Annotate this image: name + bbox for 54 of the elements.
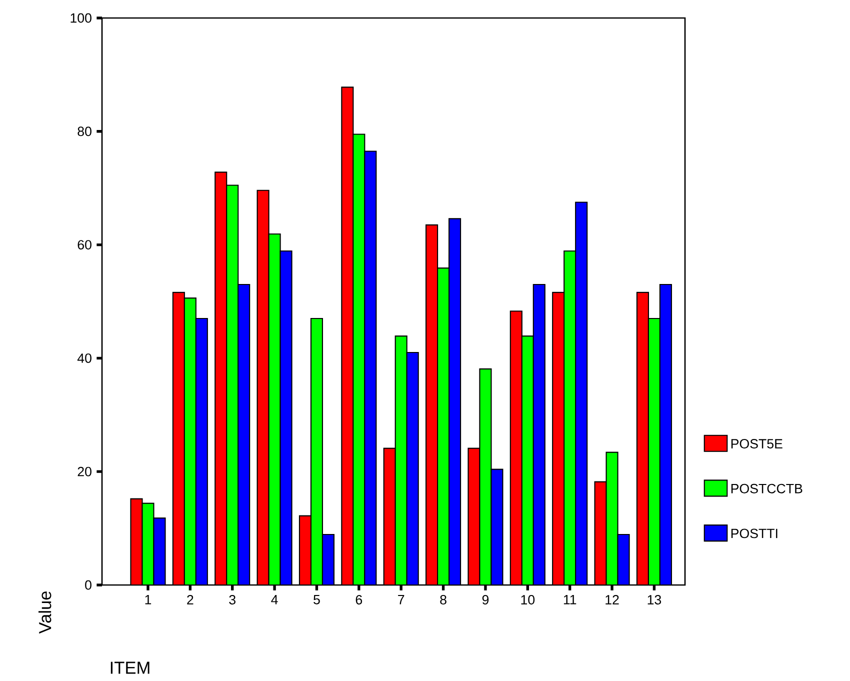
x-tick-label: 11 [564, 595, 576, 604]
y-tick-label: 60 [78, 240, 92, 250]
bar [172, 292, 185, 585]
x-tick-label: 3 [229, 595, 236, 604]
x-tick-label: 6 [356, 595, 362, 604]
bar [510, 310, 522, 585]
bar [341, 86, 354, 585]
bar [659, 284, 672, 585]
bar [310, 318, 324, 585]
bar [322, 534, 334, 585]
bar [352, 134, 366, 585]
bar [648, 318, 660, 585]
bar [448, 218, 462, 585]
bar [394, 336, 408, 585]
bar [268, 233, 281, 585]
bar [521, 336, 534, 585]
bar [437, 268, 450, 585]
y-tick-label: 0 [85, 580, 92, 590]
x-tick-label: 4 [271, 595, 278, 604]
bar [256, 190, 270, 585]
x-tick-label: 1 [145, 595, 152, 604]
bar [576, 202, 588, 585]
x-tick-label: 5 [314, 595, 320, 604]
x-tick-label: 8 [440, 595, 446, 604]
bar [426, 224, 438, 585]
bar [364, 150, 377, 585]
y-tick-label: 20 [78, 466, 92, 476]
legend-label: POSTCCTB [731, 484, 802, 494]
y-tick-label: 100 [70, 13, 92, 23]
x-axis-title: ITEM [110, 662, 150, 674]
x-tick-label: 9 [482, 595, 489, 604]
bar [383, 448, 396, 585]
legend-label: POST5E [731, 439, 782, 448]
y-axis-title: Value [38, 591, 52, 634]
y-tick-label: 80 [78, 126, 92, 136]
bar [552, 292, 564, 585]
x-tick-label: 7 [398, 595, 404, 604]
bar [564, 251, 576, 585]
bar [406, 352, 419, 585]
bar [226, 184, 239, 585]
legend-label: POSTTI [731, 528, 778, 538]
bar [238, 284, 250, 585]
bar [184, 298, 196, 585]
bar [636, 292, 649, 585]
x-tick-label: 2 [187, 595, 194, 604]
bar [532, 284, 546, 585]
bar [298, 515, 312, 585]
y-tick-label: 40 [77, 353, 92, 363]
bar [490, 468, 504, 585]
x-tick-label: 13 [648, 595, 662, 604]
bar [195, 318, 208, 585]
x-tick-label: 10 [521, 595, 535, 604]
x-tick-label: 12 [606, 595, 619, 604]
bar [214, 172, 228, 585]
